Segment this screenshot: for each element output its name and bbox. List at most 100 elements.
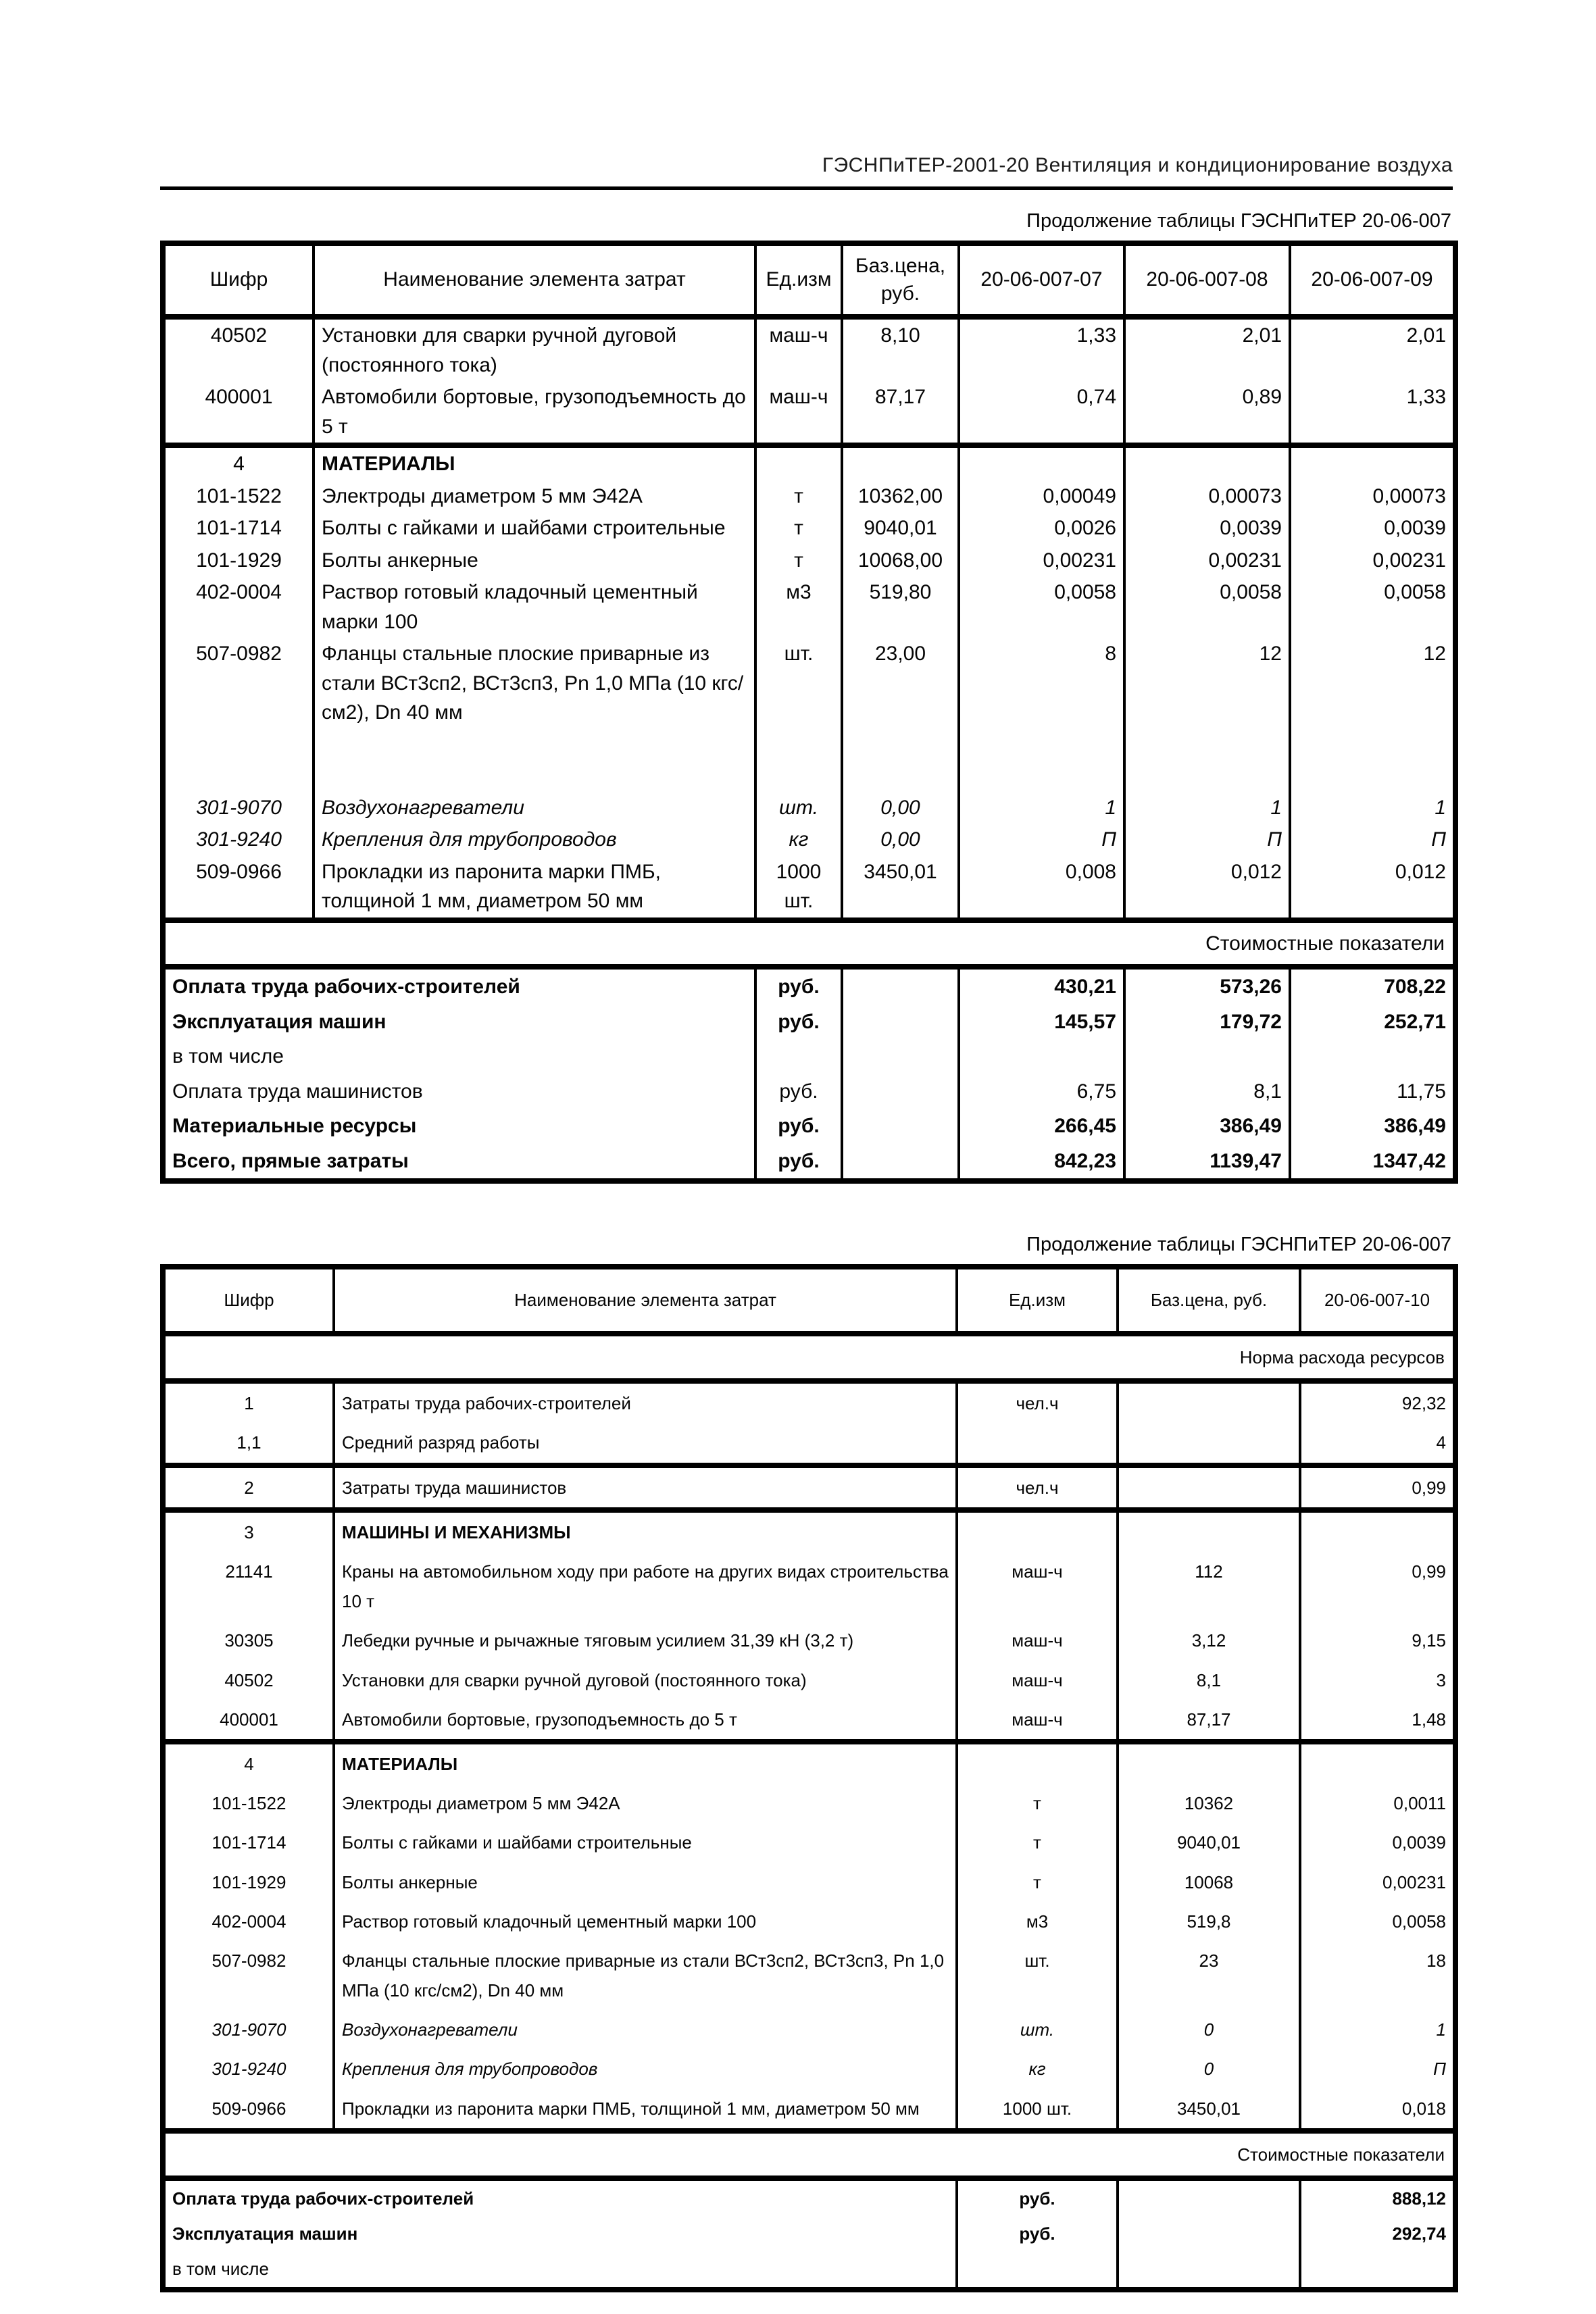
price-cell [841, 1074, 960, 1109]
value-cell: 0,99 [1299, 1552, 1457, 1621]
value-cell: 0,012 [1123, 855, 1291, 920]
summary-label: Оплата труда рабочих-строителей [161, 2178, 958, 2217]
table-row: 1 Затраты труда рабочих-строителей чел.ч… [161, 1381, 1457, 1424]
code-cell: 30305 [161, 1621, 335, 1661]
summary-label: Всего, прямые затраты [161, 1143, 757, 1181]
summary-row: в том числе [161, 2251, 1457, 2290]
price-cell [1116, 1381, 1301, 1424]
unit-cell: шт. [754, 638, 843, 792]
value-cell [1289, 443, 1457, 480]
unit-cell: руб. [754, 967, 843, 1005]
price-cell [841, 1143, 960, 1181]
name-cell: Автомобили бортовые, грузоподъемность до… [332, 1699, 958, 1742]
code-cell: 40502 [161, 317, 315, 381]
table-row: 301-9070 Воздухонагреватели шт. 0 1 [161, 2010, 1457, 2050]
value-cell: П [1289, 824, 1457, 856]
value-cell: 0,0058 [1289, 576, 1457, 638]
table-row: 30305 Лебедки ручные и рычажные тяговым … [161, 1621, 1457, 1661]
value-cell: 2,01 [1289, 317, 1457, 381]
unit-cell: шт. [955, 1940, 1119, 2011]
summary-label: Эксплуатация машин [161, 1004, 757, 1039]
value-cell: 430,21 [957, 967, 1126, 1005]
unit-cell: руб. [754, 1004, 843, 1039]
value-cell: 12 [1123, 638, 1291, 792]
value-cell: 145,57 [957, 1004, 1126, 1039]
name-cell: Крепления для трубопроводов [332, 2049, 958, 2089]
value-cell: 0,018 [1299, 2088, 1457, 2131]
section-title: МАШИНЫ И МЕХАНИЗМЫ [332, 1507, 958, 1553]
table-row: 402-0004 Раствор готовый кладочный цемен… [161, 576, 1457, 638]
value-cell: 0,99 [1299, 1462, 1457, 1510]
code-cell: 400001 [161, 381, 315, 445]
price-cell [1116, 2216, 1301, 2252]
table-header-row: Шифр Наименование элемента затрат Ед.изм… [161, 243, 1457, 320]
price-cell: 10068,00 [841, 544, 960, 576]
table-row: 400001 Автомобили бортовые, грузоподъемн… [161, 1699, 1457, 1742]
price-cell [1116, 2251, 1301, 2290]
norm-band-label: Норма расхода ресурсов [161, 1331, 1457, 1384]
value-cell: 0,0058 [1123, 576, 1291, 638]
table-row: 101-1929 Болты анкерные т 10068 0,00231 [161, 1862, 1457, 1902]
name-cell: Установки для сварки ручной дуговой (пос… [312, 317, 757, 381]
column-header-unit: Ед.изм [754, 243, 843, 320]
unit-cell: кг [754, 824, 843, 856]
table2-caption: Продолжение таблицы ГЭСНПиТЕР 20-06-007 [1026, 1234, 1451, 1255]
estimate-table-007-07-09: Шифр Наименование элемента затрат Ед.изм… [160, 241, 1458, 1184]
code-cell: 301-9070 [161, 791, 315, 824]
price-cell: 87,17 [841, 381, 960, 445]
unit-cell [955, 1423, 1119, 1465]
code-cell: 101-1522 [161, 480, 315, 512]
name-cell: Автомобили бортовые, грузоподъемность до… [312, 381, 757, 445]
value-cell: 252,71 [1289, 1004, 1457, 1039]
value-cell [1123, 443, 1291, 480]
summary-row: Материальные ресурсы руб. 266,45 386,49 … [161, 1109, 1457, 1144]
price-cell [1116, 1423, 1301, 1465]
price-cell: 3,12 [1116, 1621, 1301, 1661]
value-cell: 1 [957, 791, 1126, 824]
norm-band: Норма расхода ресурсов [161, 1331, 1457, 1384]
price-cell: 10362 [1116, 1784, 1301, 1823]
value-cell: 3 [1299, 1660, 1457, 1700]
value-cell: 1,33 [1289, 381, 1457, 445]
table-row: 509-0966 Прокладки из паронита марки ПМБ… [161, 2088, 1457, 2131]
value-cell [957, 443, 1126, 480]
code-cell: 101-1714 [161, 512, 315, 545]
summary-label: Оплата труда рабочих-строителей [161, 967, 757, 1005]
name-cell: Прокладки из паронита марки ПМБ, толщино… [332, 2088, 958, 2131]
value-cell: 1139,47 [1123, 1143, 1291, 1181]
unit-cell [955, 1507, 1119, 1553]
value-cell: 0,0058 [957, 576, 1126, 638]
header-rule [160, 186, 1453, 190]
value-cell: 0,00231 [1289, 544, 1457, 576]
value-cell: П [1299, 2049, 1457, 2089]
summary-row-total: Всего, прямые затраты руб. 842,23 1139,4… [161, 1143, 1457, 1181]
value-cell: 266,45 [957, 1109, 1126, 1144]
code-cell: 101-1714 [161, 1823, 335, 1863]
value-cell: 0,0058 [1299, 1901, 1457, 1941]
section-row-materials: 4 МАТЕРИАЛЫ [161, 1738, 1457, 1784]
code-cell: 402-0004 [161, 576, 315, 638]
name-cell: Установки для сварки ручной дуговой (пос… [332, 1660, 958, 1700]
unit-cell: т [955, 1784, 1119, 1823]
name-cell: Болты анкерные [312, 544, 757, 576]
price-cell [841, 443, 960, 480]
value-cell: 0,74 [957, 381, 1126, 445]
cost-indicators-label: Стоимостные показатели [161, 917, 1457, 970]
unit-cell: чел.ч [955, 1381, 1119, 1424]
summary-row: Эксплуатация машин руб. 145,57 179,72 25… [161, 1004, 1457, 1039]
unit-cell: маш-ч [955, 1621, 1119, 1661]
code-cell: 4 [161, 443, 315, 480]
price-cell: 23,00 [841, 638, 960, 792]
unit-cell: маш-ч [754, 381, 843, 445]
price-cell: 0 [1116, 2049, 1301, 2089]
table-row: 2 Затраты труда машинистов чел.ч 0,99 [161, 1462, 1457, 1510]
page-content: ГЭСНПиТЕР-2001-20 Вентиляция и кондицион… [160, 0, 1458, 2314]
value-cell: 573,26 [1123, 967, 1291, 1005]
code-cell: 1 [161, 1381, 335, 1424]
summary-label: Оплата труда машинистов [161, 1074, 757, 1109]
table1-caption: Продолжение таблицы ГЭСНПиТЕР 20-06-007 [1026, 210, 1451, 232]
name-cell: Затраты труда машинистов [332, 1462, 958, 1510]
table-row: 1,1 Средний разряд работы 4 [161, 1423, 1457, 1465]
value-cell: 386,49 [1123, 1109, 1291, 1144]
